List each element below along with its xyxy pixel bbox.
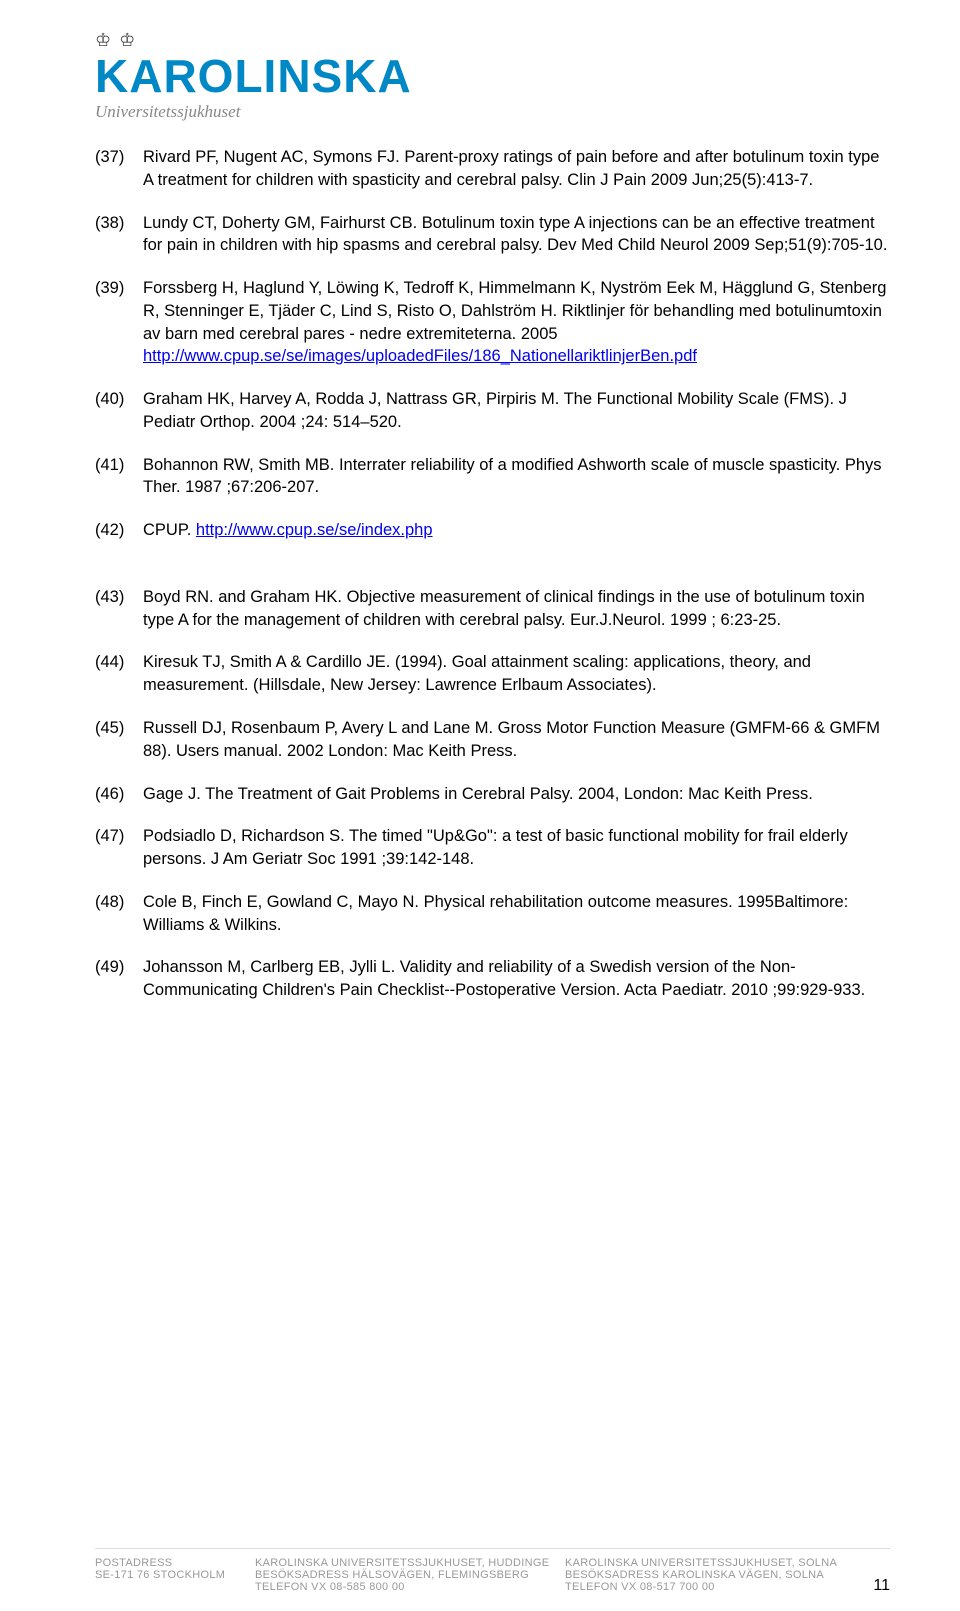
reference-item: (47)Podsiadlo D, Richardson S. The timed… (95, 825, 890, 871)
reference-item: (42)CPUP. http://www.cpup.se/se/index.ph… (95, 519, 890, 542)
footer-col-3: KAROLINSKA UNIVERSITETSSJUKHUSET, SOLNA … (565, 1557, 890, 1593)
reference-text: Cole B, Finch E, Gowland C, Mayo N. Phys… (143, 893, 848, 934)
reference-number: (41) (95, 454, 143, 500)
reference-body: Russell DJ, Rosenbaum P, Avery L and Lan… (143, 717, 890, 763)
reference-number: (47) (95, 825, 143, 871)
references-list: (37)Rivard PF, Nugent AC, Symons FJ. Par… (95, 146, 890, 1002)
reference-item: (46)Gage J. The Treatment of Gait Proble… (95, 783, 890, 806)
footer-col-2: KAROLINSKA UNIVERSITETSSJUKHUSET, HUDDIN… (255, 1557, 565, 1593)
reference-number: (39) (95, 277, 143, 368)
crown-icon: ♔ (119, 30, 135, 51)
footer-col3-line2: TELEFON VX 08-517 700 00 (565, 1581, 890, 1593)
reference-number: (46) (95, 783, 143, 806)
reference-item: (45)Russell DJ, Rosenbaum P, Avery L and… (95, 717, 890, 763)
reference-text: Johansson M, Carlberg EB, Jylli L. Valid… (143, 958, 865, 999)
reference-number: (37) (95, 146, 143, 192)
reference-body: Rivard PF, Nugent AC, Symons FJ. Parent-… (143, 146, 890, 192)
footer-col2-line2: TELEFON VX 08-585 800 00 (255, 1581, 565, 1593)
logo-name: KAROLINSKA (95, 53, 890, 99)
reference-item: (48)Cole B, Finch E, Gowland C, Mayo N. … (95, 891, 890, 937)
reference-text: Russell DJ, Rosenbaum P, Avery L and Lan… (143, 719, 880, 760)
reference-text: Forssberg H, Haglund Y, Löwing K, Tedrof… (143, 279, 886, 343)
reference-number: (45) (95, 717, 143, 763)
footer-col2-header: KAROLINSKA UNIVERSITETSSJUKHUSET, HUDDIN… (255, 1557, 565, 1569)
reference-body: Gage J. The Treatment of Gait Problems i… (143, 783, 890, 806)
reference-text: Kiresuk TJ, Smith A & Cardillo JE. (1994… (143, 653, 811, 694)
reference-item: (39)Forssberg H, Haglund Y, Löwing K, Te… (95, 277, 890, 368)
reference-text: CPUP. (143, 521, 196, 539)
reference-number: (43) (95, 586, 143, 632)
reference-text: Podsiadlo D, Richardson S. The timed "Up… (143, 827, 848, 868)
reference-item: (44)Kiresuk TJ, Smith A & Cardillo JE. (… (95, 651, 890, 697)
reference-body: Bohannon RW, Smith MB. Interrater reliab… (143, 454, 890, 500)
reference-item: (49)Johansson M, Carlberg EB, Jylli L. V… (95, 956, 890, 1002)
footer-col-1: POSTADRESS SE-171 76 STOCKHOLM (95, 1557, 255, 1593)
reference-body: Boyd RN. and Graham HK. Objective measur… (143, 586, 890, 632)
reference-body: Lundy CT, Doherty GM, Fairhurst CB. Botu… (143, 212, 890, 258)
reference-item: (38)Lundy CT, Doherty GM, Fairhurst CB. … (95, 212, 890, 258)
reference-number: (38) (95, 212, 143, 258)
reference-body: Podsiadlo D, Richardson S. The timed "Up… (143, 825, 890, 871)
reference-number: (48) (95, 891, 143, 937)
reference-body: Cole B, Finch E, Gowland C, Mayo N. Phys… (143, 891, 890, 937)
reference-item: (43)Boyd RN. and Graham HK. Objective me… (95, 586, 890, 632)
reference-text: Gage J. The Treatment of Gait Problems i… (143, 785, 813, 803)
reference-text: Rivard PF, Nugent AC, Symons FJ. Parent-… (143, 148, 879, 189)
reference-item: (40)Graham HK, Harvey A, Rodda J, Nattra… (95, 388, 890, 434)
reference-body: CPUP. http://www.cpup.se/se/index.php (143, 519, 890, 542)
logo-block: ♔ ♔ KAROLINSKA Universitetssjukhuset (95, 30, 890, 122)
reference-text: Graham HK, Harvey A, Rodda J, Nattrass G… (143, 390, 847, 431)
reference-link[interactable]: http://www.cpup.se/se/images/uploadedFil… (143, 347, 697, 365)
reference-text: Bohannon RW, Smith MB. Interrater reliab… (143, 456, 882, 497)
reference-number: (49) (95, 956, 143, 1002)
reference-number: (42) (95, 519, 143, 542)
page-number: 11 (873, 1577, 890, 1595)
reference-number: (40) (95, 388, 143, 434)
footer-col1-line1: SE-171 76 STOCKHOLM (95, 1569, 255, 1581)
reference-number: (44) (95, 651, 143, 697)
reference-text: Lundy CT, Doherty GM, Fairhurst CB. Botu… (143, 214, 887, 255)
reference-link[interactable]: http://www.cpup.se/se/index.php (196, 521, 433, 539)
reference-item: (41)Bohannon RW, Smith MB. Interrater re… (95, 454, 890, 500)
reference-body: Kiresuk TJ, Smith A & Cardillo JE. (1994… (143, 651, 890, 697)
footer-col2-line1: BESÖKSADRESS HÄLSOVÄGEN, FLEMINGSBERG (255, 1569, 565, 1581)
footer-col1-header: POSTADRESS (95, 1557, 255, 1569)
footer-col3-line1: BESÖKSADRESS KAROLINSKA VÄGEN, SOLNA (565, 1569, 890, 1581)
logo-subtitle: Universitetssjukhuset (95, 102, 890, 122)
footer-col3-header: KAROLINSKA UNIVERSITETSSJUKHUSET, SOLNA (565, 1557, 890, 1569)
reference-text: Boyd RN. and Graham HK. Objective measur… (143, 588, 865, 629)
crown-icon: ♔ (95, 30, 111, 51)
reference-body: Graham HK, Harvey A, Rodda J, Nattrass G… (143, 388, 890, 434)
footer: POSTADRESS SE-171 76 STOCKHOLM KAROLINSK… (0, 1548, 960, 1593)
reference-body: Johansson M, Carlberg EB, Jylli L. Valid… (143, 956, 890, 1002)
reference-item: (37)Rivard PF, Nugent AC, Symons FJ. Par… (95, 146, 890, 192)
reference-body: Forssberg H, Haglund Y, Löwing K, Tedrof… (143, 277, 890, 368)
crown-row: ♔ ♔ (95, 30, 890, 51)
